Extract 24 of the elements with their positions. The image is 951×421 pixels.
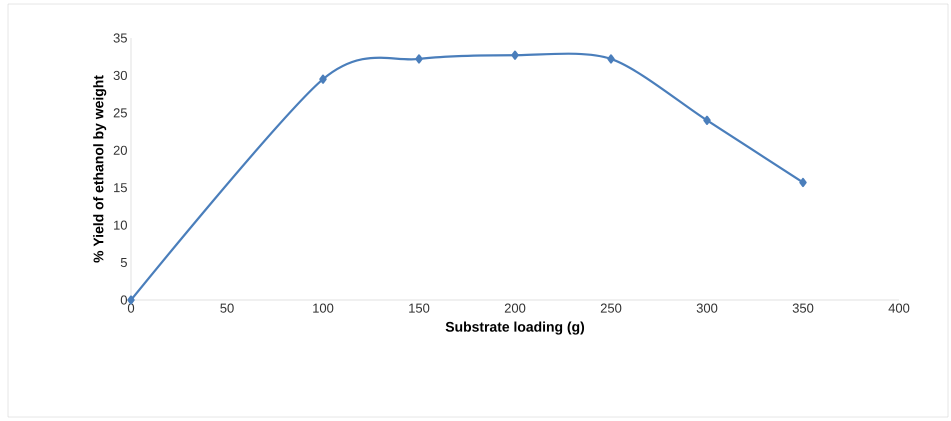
point	[799, 178, 807, 188]
y-tick-label: 0	[120, 295, 127, 305]
point	[319, 74, 327, 84]
point	[415, 54, 423, 64]
y-axis-title: % Yield of ethanol by weight	[93, 75, 106, 263]
point	[607, 54, 615, 64]
x-tick-label: 250	[600, 304, 622, 313]
point	[703, 116, 711, 125]
x-tick-label: 400	[888, 304, 910, 313]
x-tick-label: 150	[409, 304, 430, 313]
x-tick-label: 350	[792, 304, 814, 313]
x-tick-label: 300	[696, 304, 718, 313]
x-tick-label: 50	[220, 304, 234, 313]
y-tick-label: 20	[114, 146, 127, 155]
x-tick-label: 200	[504, 304, 526, 313]
y-tick-label: 5	[120, 258, 127, 268]
x-tick-label: 100	[313, 304, 334, 313]
y-tick-label: 25	[114, 108, 127, 118]
y-tick-label: 35	[114, 33, 127, 43]
y-tick-label: 30	[114, 70, 127, 80]
point	[511, 50, 519, 60]
y-tick-label: 10	[114, 220, 127, 230]
x-axis-title: Substrate loading (g)	[446, 322, 584, 335]
y-tick-label: 15	[114, 183, 127, 192]
